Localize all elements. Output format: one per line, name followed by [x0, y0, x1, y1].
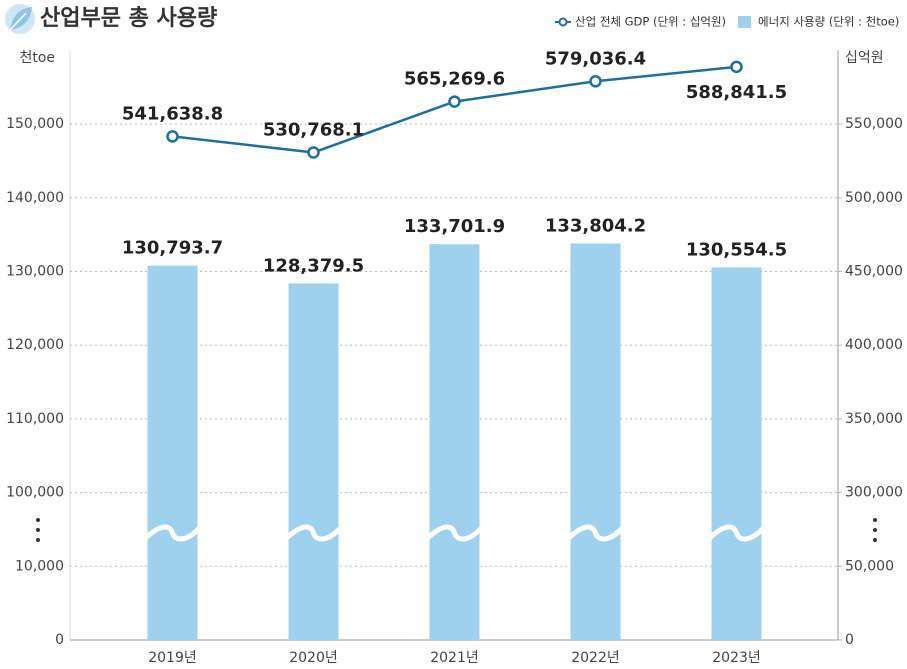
- line-value-label: 530,768.1: [263, 119, 364, 140]
- line-point: [730, 60, 743, 74]
- legend-label: 에너지 사용량 (단위 : 천toe): [758, 15, 899, 29]
- bar-value-label: 128,379.5: [263, 255, 364, 276]
- chart-title: 산업부문 총 사용량: [40, 6, 217, 31]
- bar-break: [565, 524, 626, 542]
- x-tick-label: 2019년: [148, 650, 197, 666]
- bar-break: [142, 524, 203, 542]
- axis-break-dot: [873, 528, 877, 532]
- y2-tick-label: 350,000: [845, 411, 903, 427]
- y2-tick-label: 400,000: [845, 337, 903, 353]
- bar: [711, 267, 762, 640]
- legend: 산업 전체 GDP (단위 : 십억원) 에너지 사용량 (단위 : 천toe): [555, 15, 899, 29]
- y-tick-label: 120,000: [6, 337, 64, 353]
- line-point: [166, 130, 179, 143]
- line-point: [589, 75, 602, 88]
- line-point: [448, 95, 461, 108]
- bar-value-label: 130,554.5: [686, 239, 787, 260]
- bar: [570, 243, 621, 640]
- axis-break-dot: [873, 518, 877, 522]
- bar-break: [283, 524, 344, 542]
- bar-value-label: 130,793.7: [122, 238, 223, 259]
- line-value-label: 588,841.5: [686, 82, 787, 103]
- legend-label: 산업 전체 GDP (단위 : 십억원): [575, 15, 726, 29]
- bar-break: [424, 524, 485, 542]
- y-tick-label: 140,000: [6, 190, 64, 206]
- bar: [429, 244, 480, 641]
- line-value-label: 541,638.8: [122, 103, 223, 124]
- line-point: [307, 146, 320, 159]
- title-icon: [5, 4, 35, 34]
- bar-break: [706, 524, 767, 542]
- x-tick-label: 2020년: [289, 650, 338, 666]
- y2-tick-label: 0: [845, 632, 854, 648]
- y2-tick-label: 500,000: [845, 190, 903, 206]
- bar-value-label: 133,701.9: [404, 216, 505, 237]
- y2-tick-label: 550,000: [845, 116, 903, 132]
- y2-tick-label: 300,000: [845, 485, 903, 501]
- legend-swatch: [738, 16, 752, 28]
- line-value-label: 579,036.4: [545, 48, 646, 69]
- bar: [288, 283, 339, 640]
- axis-break-dot: [36, 528, 40, 532]
- y-tick-label: 150,000: [6, 116, 64, 132]
- axis-break-dot: [873, 538, 877, 542]
- x-tick-label: 2021년: [430, 650, 479, 666]
- y-tick-label: 0: [55, 632, 64, 648]
- axis-break-dot: [36, 538, 40, 542]
- y-axis-label: 천toe: [19, 50, 55, 66]
- x-tick-label: 2023년: [712, 650, 761, 666]
- y-tick-label: 130,000: [6, 264, 64, 280]
- y2-tick-label: 450,000: [845, 264, 903, 280]
- y2-tick-label: 50,000: [845, 558, 894, 574]
- y-tick-label: 110,000: [6, 411, 64, 427]
- x-tick-label: 2022년: [571, 650, 620, 666]
- legend-swatch: [558, 17, 568, 27]
- bar-value-label: 133,804.2: [545, 215, 646, 236]
- axis-break-dot: [36, 518, 40, 522]
- line-value-label: 565,269.6: [404, 69, 505, 90]
- y-tick-label: 10,000: [15, 558, 64, 574]
- y2-axis-label: 십억원: [845, 50, 884, 66]
- y-tick-label: 100,000: [6, 485, 64, 501]
- bar: [147, 265, 198, 640]
